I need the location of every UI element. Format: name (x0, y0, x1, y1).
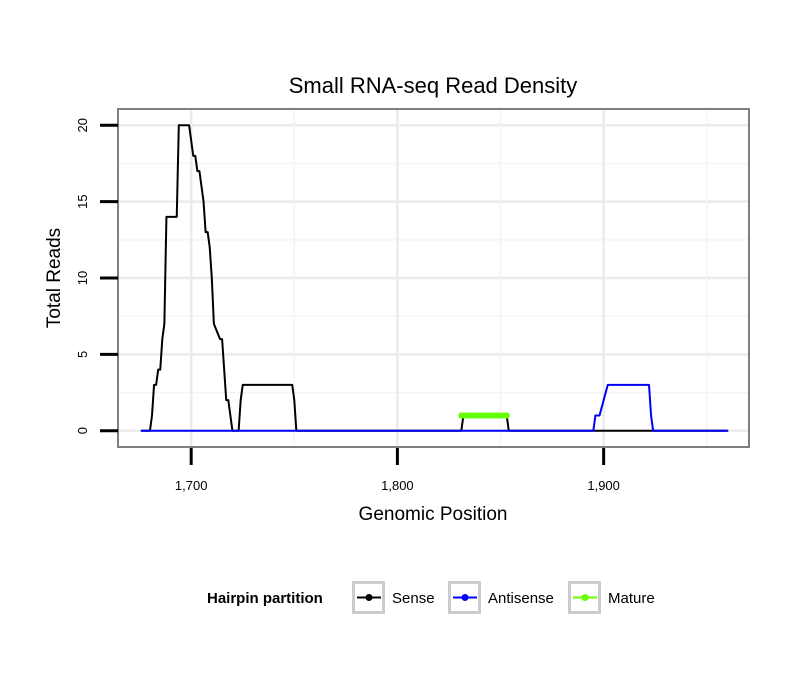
point-mature (503, 412, 510, 419)
y-tick-label: 20 (75, 118, 90, 132)
grid (119, 110, 748, 446)
series-layer (140, 124, 729, 432)
series-line-antisense (140, 383, 729, 432)
legend-label-mature: Mature (608, 590, 655, 607)
legend-key-point (365, 594, 373, 601)
series-line-sense (140, 124, 729, 432)
y-tick-label: 15 (75, 194, 90, 208)
x-tick-label: 1,700 (175, 478, 208, 493)
y-tick-label: 0 (75, 427, 90, 434)
x-tick-label: 1,900 (587, 478, 620, 493)
y-tick-label: 5 (75, 351, 90, 358)
legend-key-point (581, 594, 589, 601)
axes: 0 5 10 15 20 1,700 1,800 1,900 (75, 118, 620, 493)
legend-title: Hairpin partition (207, 590, 323, 607)
legend-label-antisense: Antisense (488, 590, 554, 607)
legend-label-sense: Sense (392, 590, 435, 607)
x-axis-title: Genomic Position (359, 504, 508, 525)
legend-key-point (461, 594, 469, 601)
x-tick-label: 1,800 (381, 478, 414, 493)
legend: Hairpin partition Sense Antisense Mature (207, 581, 655, 614)
chart-title: Small RNA-seq Read Density (289, 73, 578, 98)
y-axis-title: Total Reads (44, 228, 65, 328)
y-tick-label: 10 (75, 271, 90, 285)
